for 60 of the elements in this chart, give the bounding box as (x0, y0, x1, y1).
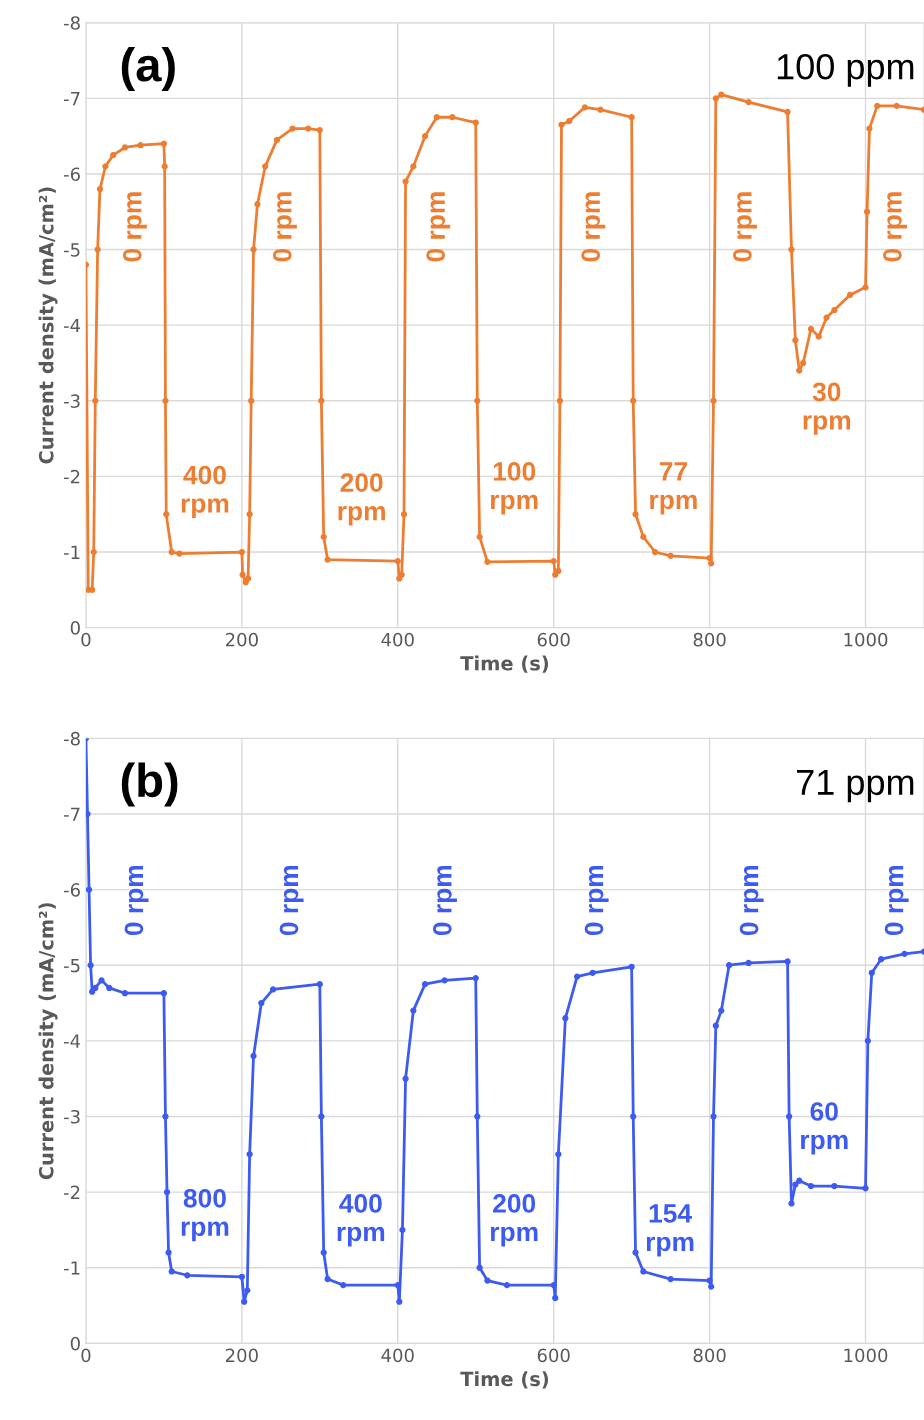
y-tick-label: -7 (63, 807, 80, 821)
x-tick-label: 800 (693, 1348, 726, 1363)
y-tick-label: -4 (63, 318, 81, 333)
y-tick-label: -2 (63, 1185, 80, 1199)
annotation: 0 rpm (122, 192, 147, 262)
annotation: 400 rpm (337, 1194, 385, 1247)
x-tick-label: 600 (537, 1348, 570, 1363)
y-axis-title: Current density (mA/cm²) (38, 187, 58, 464)
x-tick-label: 1000 (844, 632, 888, 647)
annotation: 0 rpm (279, 865, 304, 936)
annotation: 154 rpm (646, 1204, 694, 1257)
text: 71 ppm (797, 769, 914, 803)
annotation: 800 rpm (181, 1188, 229, 1242)
y-tick-label: -4 (63, 1034, 81, 1048)
annotation: 0 rpm (581, 192, 606, 262)
chart-title: (b) (121, 762, 178, 807)
x-tick-label: 0 (81, 1348, 91, 1363)
text: 100 ppm (777, 53, 914, 87)
annotation: 77 rpm (650, 462, 697, 515)
y-tick-label: -3 (63, 394, 80, 408)
x-tick-label: 200 (225, 1348, 258, 1363)
annotation: 0 rpm (426, 192, 451, 262)
x-tick-label: 0 (81, 632, 91, 647)
y-tick-label: 0 (70, 621, 80, 635)
annotation: 200 rpm (491, 1194, 538, 1247)
annotation: 0 rpm (433, 865, 457, 936)
y-tick-label: 0 (70, 1336, 80, 1351)
annotation: 30 rpm (803, 382, 851, 435)
x-tick-label: 400 (381, 632, 414, 647)
x-tick-label: 600 (537, 632, 570, 647)
x-axis-title: Time (s) (460, 1371, 549, 1389)
annotation: 0 rpm (884, 865, 909, 936)
x-axis-title: Time (s) (460, 655, 549, 673)
y-tick-label: -6 (63, 883, 80, 897)
annotation: 0 rpm (733, 192, 757, 262)
x-tick-label: 1000 (844, 1348, 888, 1363)
y-tick-label: -5 (63, 958, 80, 973)
y-tick-label: -6 (63, 167, 80, 182)
x-tick-label: 200 (225, 632, 258, 647)
annotation: 0 rpm (883, 192, 907, 262)
annotation: 0 rpm (272, 192, 297, 262)
annotation: 100 rpm (491, 462, 538, 515)
y-tick-label: -5 (63, 243, 80, 257)
y-tick-label: -2 (63, 469, 80, 484)
y-tick-label: -3 (63, 1109, 80, 1124)
y-tick-label: -7 (63, 92, 80, 106)
annotation: 0 rpm (584, 865, 609, 936)
y-axis-title: Current density (mA/cm²) (38, 903, 58, 1180)
y-tick-label: -8 (63, 731, 80, 746)
y-tick-label: -1 (63, 1261, 80, 1275)
chart-title: (a) (121, 46, 175, 91)
annotation: 0 rpm (124, 865, 149, 936)
x-tick-label: 400 (381, 1348, 414, 1363)
annotation: 0 rpm (739, 865, 764, 936)
x-tick-label: 800 (693, 632, 726, 647)
annotation: 400 rpm (181, 465, 229, 519)
y-tick-label: -1 (63, 545, 80, 559)
annotation: 200 rpm (338, 473, 385, 526)
y-tick-label: -8 (63, 16, 80, 30)
annotation: 60 rpm (801, 1102, 848, 1155)
